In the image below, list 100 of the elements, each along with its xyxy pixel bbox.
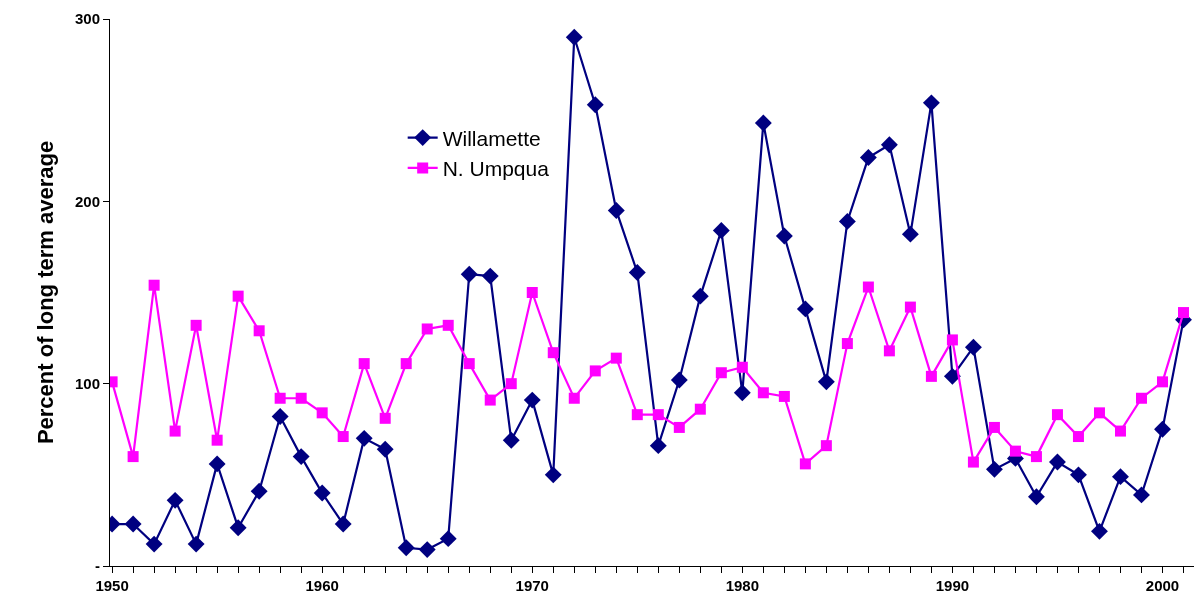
point	[799, 458, 811, 470]
point	[523, 391, 541, 409]
point	[1112, 468, 1129, 486]
x-tick-label: 2000	[1145, 577, 1180, 594]
point	[316, 407, 328, 419]
point	[229, 519, 247, 537]
point	[712, 222, 730, 239]
point	[337, 431, 349, 443]
point	[250, 482, 268, 500]
point	[967, 456, 979, 468]
point	[862, 281, 874, 293]
point	[565, 28, 583, 46]
point	[880, 136, 898, 154]
point	[778, 390, 790, 402]
point	[1072, 431, 1084, 443]
point	[817, 373, 835, 391]
point	[841, 338, 853, 350]
point	[127, 451, 139, 463]
point	[859, 149, 877, 167]
point	[838, 212, 856, 230]
point	[964, 338, 982, 356]
point	[607, 202, 625, 219]
y-tick-label: 200	[74, 192, 100, 210]
point	[484, 394, 496, 406]
point	[526, 287, 538, 298]
point	[400, 358, 412, 370]
point	[442, 319, 454, 331]
point	[421, 323, 433, 335]
point	[610, 352, 622, 364]
point	[271, 408, 289, 425]
point	[673, 421, 685, 433]
point	[334, 515, 352, 533]
point	[145, 535, 163, 553]
point	[1027, 488, 1045, 506]
y-tick-label: -	[95, 557, 100, 575]
point	[883, 345, 895, 357]
point	[820, 440, 832, 452]
point	[628, 263, 646, 281]
point	[379, 412, 391, 424]
point	[670, 371, 688, 389]
point	[232, 290, 244, 302]
point	[775, 227, 793, 245]
point	[463, 358, 475, 370]
point	[190, 319, 202, 331]
point	[904, 301, 916, 313]
point	[1051, 409, 1063, 421]
y-tick-label: 100	[74, 374, 100, 392]
point	[943, 367, 961, 385]
point	[757, 387, 769, 399]
point	[274, 392, 286, 404]
point	[1114, 425, 1126, 437]
point	[589, 365, 601, 377]
point	[208, 455, 226, 473]
point	[754, 114, 772, 132]
point	[169, 425, 181, 437]
point	[715, 367, 727, 379]
point	[253, 325, 265, 337]
point	[631, 409, 643, 421]
y-axis-title: Percent of long term average	[32, 140, 58, 445]
point	[586, 96, 604, 114]
point	[124, 515, 142, 533]
x-tick-label: 1980	[725, 577, 760, 594]
x-tick-label: 1950	[95, 577, 129, 594]
legend-label: Willamette	[442, 126, 541, 150]
y-tick-label: 300	[74, 10, 100, 28]
point	[691, 287, 709, 305]
point	[985, 460, 1003, 478]
point	[505, 378, 517, 390]
point	[502, 431, 520, 449]
point	[901, 225, 919, 243]
point	[1091, 522, 1108, 540]
point	[946, 334, 958, 346]
point	[292, 448, 310, 466]
point	[547, 347, 559, 359]
point	[988, 421, 1000, 433]
point	[1133, 486, 1150, 504]
point	[313, 484, 331, 502]
x-tick-label: 1990	[935, 577, 970, 594]
point	[544, 466, 562, 484]
point	[1009, 445, 1021, 457]
point	[736, 361, 748, 373]
point	[187, 535, 205, 553]
point	[1030, 451, 1042, 463]
point	[1070, 466, 1087, 484]
point	[652, 409, 664, 421]
point	[295, 392, 307, 404]
point	[397, 539, 415, 557]
point	[148, 279, 160, 291]
point	[1178, 307, 1189, 319]
point	[796, 300, 814, 318]
point	[376, 440, 394, 458]
point	[922, 94, 940, 112]
point	[1049, 453, 1066, 471]
point	[481, 267, 499, 285]
point	[568, 392, 580, 404]
x-tick-label: 1970	[515, 577, 549, 594]
point	[649, 437, 667, 455]
x-tick-label: 1960	[305, 577, 339, 594]
legend-label: N. Umpqua	[442, 157, 550, 181]
point	[925, 370, 937, 382]
